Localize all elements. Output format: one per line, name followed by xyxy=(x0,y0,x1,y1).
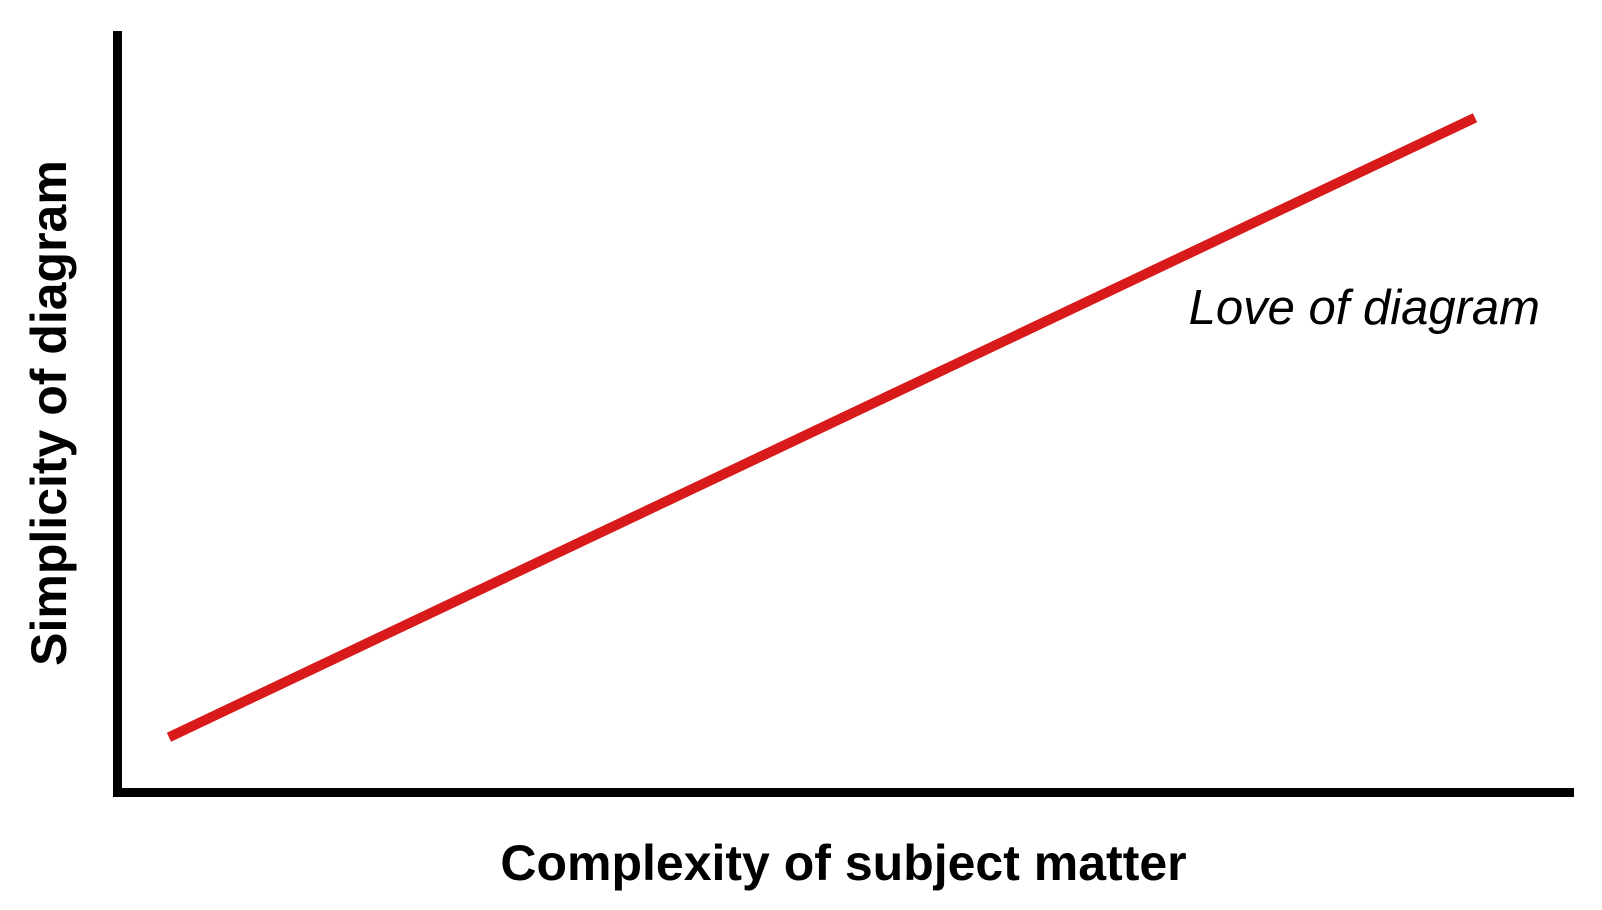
x-axis-label: Complexity of subject matter xyxy=(500,835,1187,891)
trend-line xyxy=(166,113,1478,742)
y-axis-line xyxy=(113,31,122,797)
y-axis-label: Simplicity of diagram xyxy=(21,160,77,666)
x-axis-line xyxy=(113,788,1574,797)
trend-line-annotation: Love of diagram xyxy=(1188,281,1540,335)
